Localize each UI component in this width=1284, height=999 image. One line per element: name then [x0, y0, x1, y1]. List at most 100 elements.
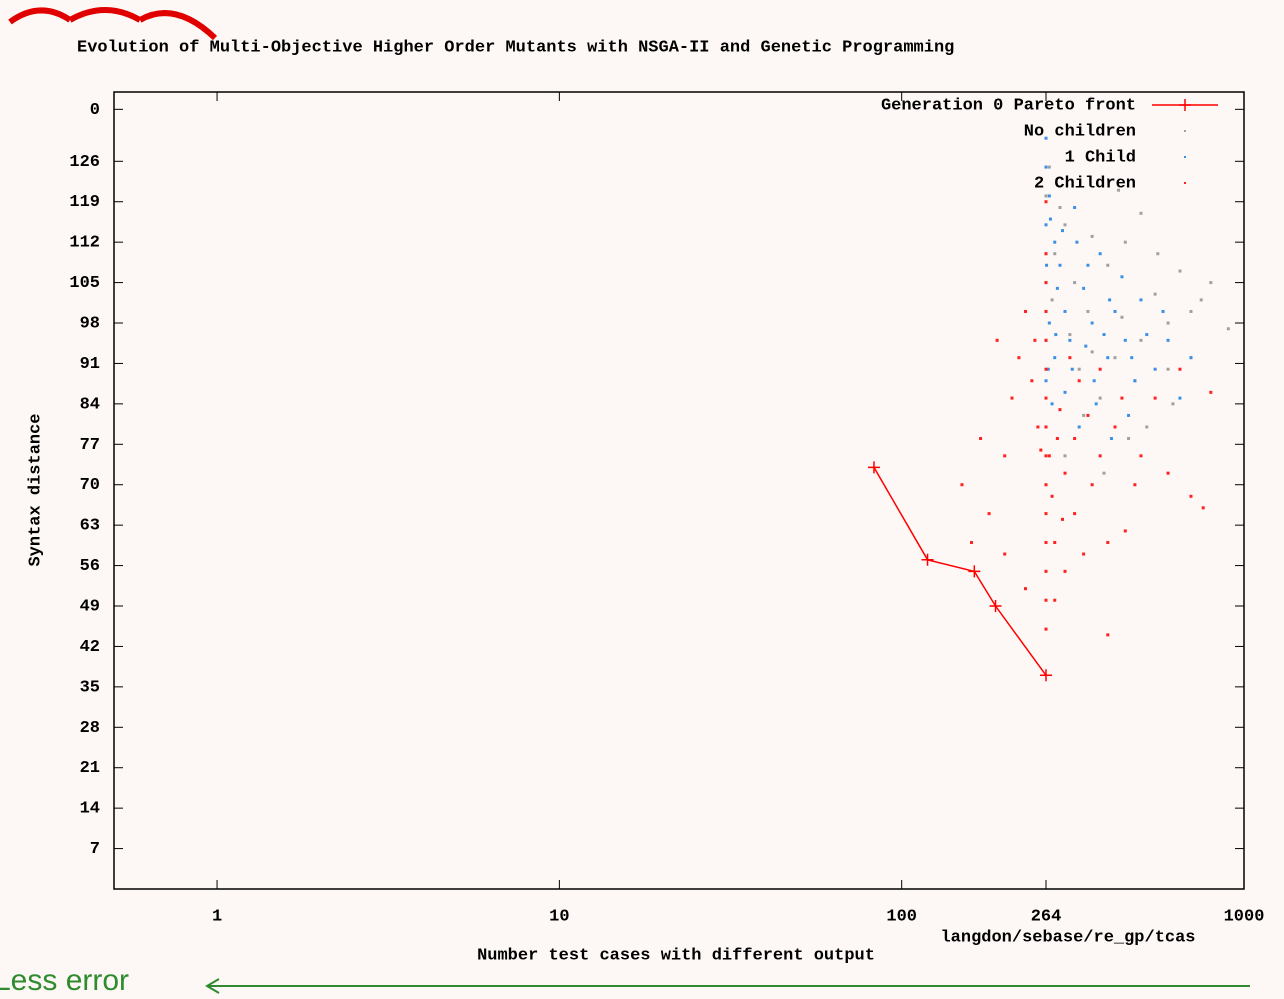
x-tick-label: 1 [212, 907, 222, 926]
legend-swatch [1184, 130, 1186, 132]
point [1044, 627, 1048, 631]
point [1046, 367, 1050, 371]
point [1133, 483, 1137, 487]
point [1044, 309, 1048, 313]
point [1090, 483, 1094, 487]
point [1113, 356, 1117, 360]
point [1063, 223, 1067, 227]
point [1024, 309, 1028, 313]
y-tick-label: 112 [69, 234, 100, 253]
annotation: langdon/sebase/re_gp/tcas [940, 928, 1195, 947]
point [1166, 471, 1170, 475]
point [1109, 437, 1113, 441]
arrow-head [205, 978, 220, 994]
point [1050, 298, 1054, 302]
marker [1040, 669, 1053, 682]
y-tick-label: 35 [80, 678, 100, 697]
point [1120, 275, 1124, 279]
point [1226, 327, 1230, 331]
point [1063, 569, 1067, 573]
point [1113, 425, 1117, 429]
point [1106, 633, 1110, 637]
point [1133, 379, 1137, 383]
point [1058, 408, 1062, 412]
point [1090, 321, 1094, 325]
y-tick-label: 63 [80, 517, 100, 536]
y-tick-label: 105 [69, 274, 100, 293]
point [1209, 390, 1213, 394]
point [1044, 136, 1048, 140]
point [1178, 269, 1182, 273]
point [1077, 367, 1081, 371]
point [987, 512, 991, 516]
y-tick-label: 56 [80, 557, 100, 576]
point [1047, 454, 1051, 458]
point [1058, 206, 1062, 210]
point [1166, 338, 1170, 342]
point [1139, 298, 1143, 302]
y-tick-label: 126 [69, 153, 100, 172]
marker [968, 565, 981, 578]
point [1045, 263, 1049, 267]
point [1044, 379, 1048, 383]
point [1017, 356, 1021, 360]
point [1054, 333, 1058, 337]
point [1044, 200, 1048, 204]
point [1106, 356, 1110, 360]
point [1189, 356, 1193, 360]
y-axis-label: Syntax distance [26, 413, 45, 566]
point [1044, 252, 1048, 256]
point [1139, 454, 1143, 458]
point [1166, 367, 1170, 371]
point [1139, 211, 1143, 215]
point [1092, 379, 1096, 383]
point [1123, 338, 1127, 342]
point [1003, 552, 1007, 556]
point [1063, 454, 1067, 458]
point [1044, 281, 1048, 285]
point [1068, 356, 1072, 360]
legend-label: No children [1024, 122, 1136, 141]
y-tick-label: 84 [80, 395, 100, 414]
point [1153, 367, 1157, 371]
point [1102, 333, 1106, 337]
x-axis-label: Number test cases with different output [477, 946, 875, 965]
plot-frame [113, 91, 1245, 890]
x-tick-label: 10 [549, 907, 569, 926]
point [1139, 338, 1143, 342]
y-tick-label: 98 [80, 314, 100, 333]
point [1055, 286, 1059, 290]
point [1039, 448, 1043, 452]
point [1130, 356, 1134, 360]
point [1123, 529, 1127, 533]
y-tick-label: 70 [80, 476, 100, 495]
point [1090, 234, 1094, 238]
point [1033, 338, 1037, 342]
legend-label: 2 Children [1034, 174, 1136, 193]
point [1044, 396, 1048, 400]
point [1047, 165, 1051, 169]
y-tick-label: 0 [90, 101, 100, 120]
legend-label: 1 Child [1065, 148, 1136, 167]
point [1098, 252, 1102, 256]
point [979, 437, 983, 441]
legend-swatch [1184, 182, 1186, 184]
point [1073, 512, 1077, 516]
point [1053, 240, 1057, 244]
point [1061, 229, 1065, 233]
point [995, 338, 999, 342]
point [1047, 194, 1051, 198]
point [1189, 494, 1193, 498]
point [1036, 425, 1040, 429]
point [1127, 437, 1131, 441]
point [1106, 540, 1110, 544]
point [1003, 454, 1007, 458]
point [1086, 309, 1090, 313]
marker [921, 553, 934, 566]
point [1073, 281, 1077, 285]
point [960, 483, 964, 487]
point [1166, 321, 1170, 325]
point [1070, 367, 1074, 371]
point [1153, 396, 1157, 400]
